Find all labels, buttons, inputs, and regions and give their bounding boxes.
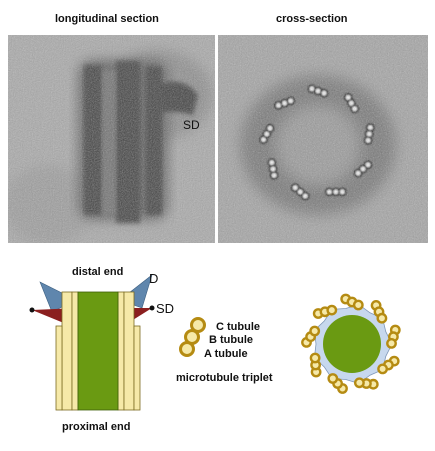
triplet-tubule [352, 299, 364, 311]
triplet-tubule [377, 363, 389, 375]
micrograph-sd-label: SD [183, 118, 200, 132]
triplet-tubule [386, 338, 397, 349]
d-label: D [149, 271, 159, 286]
longitudinal-micrograph: SD [8, 35, 215, 243]
c-tubule-label: C tubule [216, 321, 260, 333]
microtubule-triplet-icon [176, 315, 224, 363]
triplet-tubule [326, 304, 338, 316]
microtubule-triplet-caption: microtubule triplet [176, 372, 273, 384]
cross-section-triplet-ring [301, 293, 401, 394]
triplet-tubule [327, 373, 339, 384]
a-tubule-label: A tubule [204, 348, 248, 360]
triplet-tubule [376, 312, 388, 324]
triplet-tubule [309, 325, 321, 337]
cross-section-micrograph [218, 35, 428, 243]
triplet-tubule [309, 352, 321, 364]
centriole-core [77, 291, 119, 411]
sd-label: SD [156, 301, 175, 316]
cross-section-core [323, 315, 381, 373]
triplet-tubule [354, 377, 365, 389]
longitudinal-section-title: longitudinal section [55, 13, 159, 25]
distal-end-label: distal end [72, 266, 124, 278]
centriole-cross-section-schematic [296, 288, 408, 400]
centriole-longitudinal-schematic [20, 270, 180, 420]
proximal-end-label: proximal end [62, 421, 131, 433]
b-tubule-label: B tubule [209, 334, 253, 346]
cross-section-title: cross-section [276, 13, 348, 25]
